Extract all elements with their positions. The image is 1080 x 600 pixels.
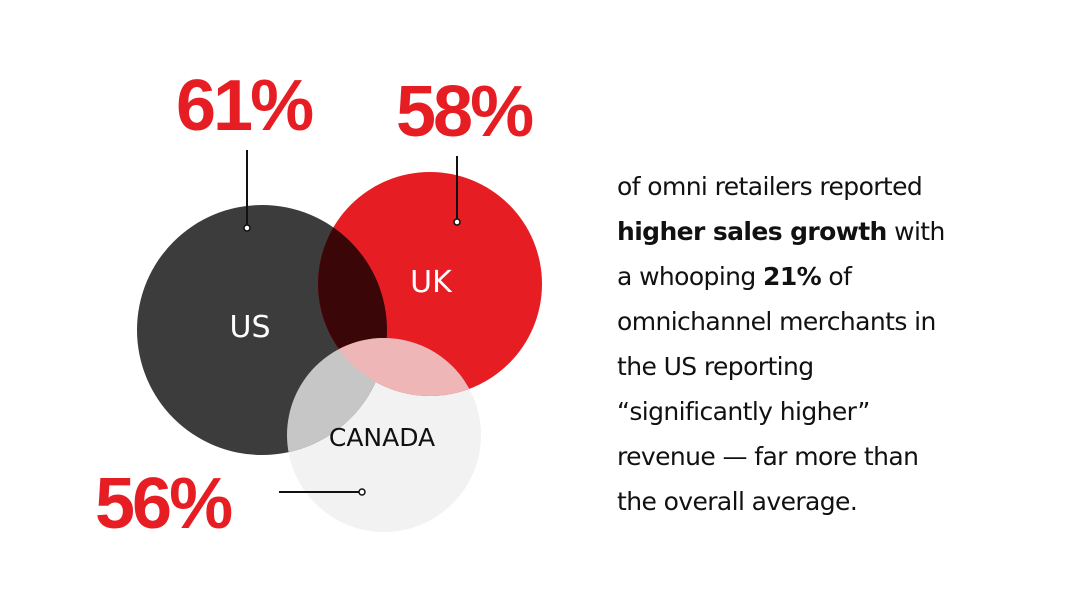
description-line: of omni retailers reported [617, 172, 923, 201]
uk-stat: 58% [396, 72, 533, 152]
uk-leader-dot [453, 218, 461, 226]
description-line: higher sales growth with [617, 217, 945, 246]
highlight-percentage: 21% [763, 262, 822, 291]
uk-circle-label: UK [410, 265, 453, 300]
canada-stat: 56% [95, 464, 232, 544]
description-line: “significantly higher” [617, 397, 870, 426]
description-line: a whooping 21% of [617, 262, 852, 291]
us-circle-label: US [229, 310, 270, 345]
description-line: the overall average. [617, 487, 858, 516]
us-leader-dot [243, 224, 251, 232]
description-line: omnichannel merchants in [617, 307, 936, 336]
canada-circle-label: CANADA [329, 423, 435, 452]
venn-diagram: US UK CANADA 61% 58% 56% [95, 66, 542, 544]
description-text: of omni retailers reported higher sales … [617, 164, 1057, 524]
canada-leader-dot [358, 488, 366, 496]
description-line: revenue — far more than [617, 442, 919, 471]
highlight-sales-growth: higher sales growth [617, 217, 887, 246]
description-line: the US reporting [617, 352, 814, 381]
us-stat: 61% [176, 66, 313, 146]
